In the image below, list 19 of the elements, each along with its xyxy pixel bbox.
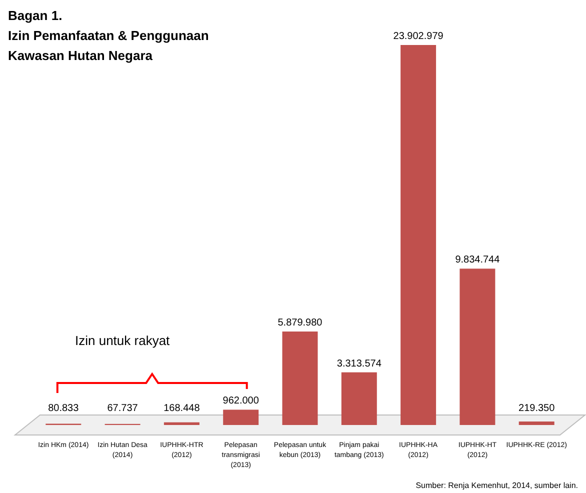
annotation: Izin untuk rakyat: [75, 333, 170, 348]
data-label: 9.834.744: [455, 254, 500, 266]
bar: [400, 45, 436, 425]
data-label: 23.902.979: [393, 31, 444, 42]
data-label: 3.313.574: [336, 358, 382, 370]
bar: [223, 410, 259, 425]
bar: [460, 268, 496, 425]
bar: [518, 422, 554, 425]
data-label: 67.737: [107, 403, 138, 414]
data-label: 80.833: [48, 403, 80, 414]
data-label: 962.000: [222, 396, 260, 407]
bar: [341, 372, 377, 425]
text: Sumber: Renja Kemenhut, 2014, sumber lain.: [416, 481, 578, 490]
data-label: 168.448: [164, 403, 200, 414]
bar: [282, 332, 318, 425]
data-label: 219.350: [518, 403, 556, 414]
bar: [164, 422, 200, 425]
data-label: 5.879.980: [278, 318, 323, 329]
chart-title: Bagan 1. Izin Pemanfaatan & Penggunaan Kawasan Hutan Negara: [8, 8, 209, 63]
